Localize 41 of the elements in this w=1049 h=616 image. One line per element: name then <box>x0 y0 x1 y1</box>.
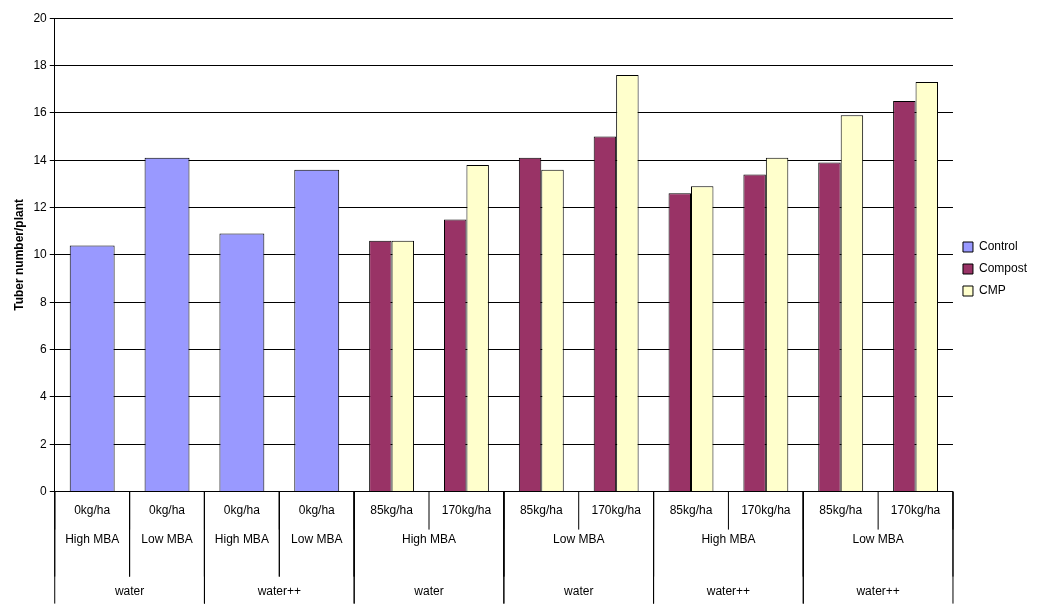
x-tick-label: 85kg/ha <box>370 503 414 518</box>
x-tick-label: 85kg/ha <box>519 503 563 518</box>
text: High MBA <box>701 531 756 546</box>
x-tick-label: 85kg/ha <box>669 503 713 518</box>
text: water <box>563 583 594 598</box>
x-tick-label: 0kg/ha <box>298 503 336 518</box>
text: water++ <box>705 583 751 598</box>
y-tick-label: 20 <box>33 10 48 25</box>
legend-label: CMP <box>978 283 1006 298</box>
x-tick-label: 170kg/ha <box>591 503 642 518</box>
y-tick-label: 18 <box>33 57 48 72</box>
x-tick-label: 0kg/ha <box>149 503 186 518</box>
y-tick-label: 16 <box>33 105 48 120</box>
y-tick-label: 12 <box>33 199 48 214</box>
x-tick-label: 170kg/ha <box>441 503 492 518</box>
y-tick-label: 8 <box>40 294 48 309</box>
legend-label: Compost <box>978 261 1028 276</box>
x-tick-label: 85kg/ha <box>819 503 863 518</box>
text: High MBA <box>402 531 457 546</box>
text: water++ <box>256 583 301 598</box>
text: High MBA <box>214 531 269 546</box>
legend-label: Control <box>978 239 1018 254</box>
x-tick-label: 0kg/ha <box>74 503 111 518</box>
text: water++ <box>855 583 900 598</box>
y-axis-title: Tuber number/plant <box>11 199 26 311</box>
x-tick-label: 170kg/ha <box>890 503 941 518</box>
x-tick-label: 170kg/ha <box>741 503 791 518</box>
text: Low MBA <box>141 531 193 546</box>
text: Low MBA <box>852 531 904 546</box>
x-tick-label: 0kg/ha <box>223 503 261 518</box>
text: High MBA <box>65 531 120 546</box>
text: water <box>413 583 444 598</box>
y-tick-label: 14 <box>33 152 48 167</box>
y-tick-label: 0 <box>40 483 48 498</box>
text: Low MBA <box>291 531 343 546</box>
y-tick-label: 2 <box>40 436 48 451</box>
y-tick-label: 4 <box>40 389 48 404</box>
text: water <box>113 583 145 598</box>
y-tick-label: 6 <box>40 341 48 356</box>
text: Low MBA <box>553 531 605 546</box>
y-tick-label: 10 <box>33 247 48 262</box>
